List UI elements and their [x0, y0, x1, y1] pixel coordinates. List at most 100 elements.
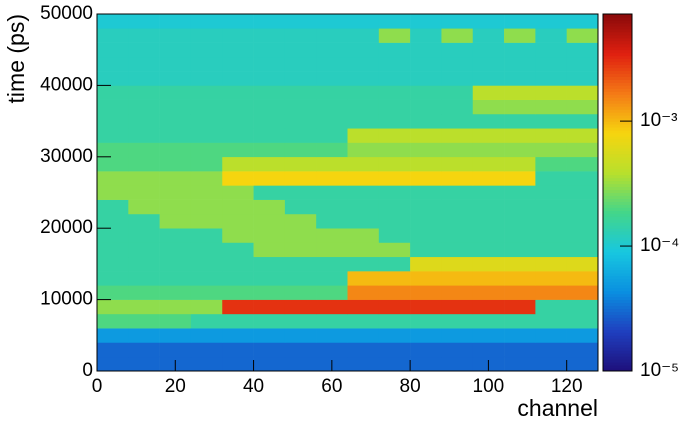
- colorbar-step: [603, 118, 632, 122]
- colorbar-step: [603, 299, 632, 304]
- heat-cell: [284, 356, 317, 372]
- heat-cell: [284, 299, 317, 315]
- colorbar-step: [603, 243, 632, 247]
- colorbar-step: [603, 329, 632, 333]
- heat-cell: [128, 56, 160, 72]
- heat-cell: [504, 342, 536, 358]
- heat-cell: [190, 213, 223, 229]
- heat-cell: [284, 71, 317, 86]
- heat-cell: [190, 313, 223, 329]
- colorbar-step: [603, 141, 632, 146]
- heat-cell: [441, 313, 474, 329]
- heat-cell: [253, 156, 286, 172]
- heat-cell: [441, 242, 474, 258]
- colorbar-frame: [602, 13, 633, 372]
- heat-cell: [535, 285, 567, 300]
- colorbar-step: [603, 28, 632, 33]
- heat-cell: [316, 14, 348, 29]
- heat-cell: [472, 313, 505, 329]
- heat-cell: [504, 199, 536, 215]
- heat-cell: [347, 28, 380, 43]
- heat-cell: [159, 71, 192, 86]
- heat-cell: [441, 71, 474, 86]
- heat-cell: [222, 228, 254, 243]
- heat-cell: [253, 99, 286, 115]
- heat-cell: [128, 256, 160, 272]
- heat-cell: [347, 156, 380, 172]
- heat-cell: [316, 113, 348, 129]
- colorbar-step: [603, 43, 632, 48]
- heat-cell: [316, 42, 348, 58]
- heat-cell: [566, 356, 599, 372]
- heat-cell: [284, 328, 317, 343]
- heat-cell: [222, 71, 254, 86]
- heat-cell: [97, 199, 129, 215]
- heat-cell: [222, 85, 254, 100]
- heat-cell: [378, 171, 411, 186]
- colorbar-step: [603, 284, 632, 289]
- heat-cell: [535, 213, 567, 229]
- heat-cell: [441, 14, 474, 29]
- heat-cell: [347, 71, 380, 86]
- heat-cell: [566, 99, 599, 115]
- heat-cell: [190, 228, 223, 243]
- heat-cell: [472, 242, 505, 258]
- heat-cell: [347, 56, 380, 72]
- heat-cell: [472, 99, 505, 115]
- heat-cell: [159, 256, 192, 272]
- heat-cell: [97, 213, 129, 229]
- heat-cell: [472, 14, 505, 29]
- colorbar-step: [603, 25, 632, 30]
- colorbar-step: [603, 156, 632, 161]
- heat-cell: [566, 85, 599, 100]
- heat-cell: [535, 271, 567, 286]
- heat-cell: [284, 156, 317, 172]
- heat-cell: [504, 313, 536, 329]
- heat-cell: [410, 99, 442, 115]
- colorbar-step: [603, 338, 632, 342]
- heat-cell: [347, 142, 380, 158]
- heat-cell: [472, 56, 505, 72]
- heat-cell: [159, 128, 192, 143]
- colorbar-step: [603, 58, 632, 63]
- heat-cell: [253, 71, 286, 86]
- heat-cell: [472, 256, 505, 272]
- heat-cell: [253, 56, 286, 72]
- heat-cell: [566, 185, 599, 200]
- colorbar-step: [603, 150, 632, 155]
- heat-cell: [222, 213, 254, 229]
- heat-cell: [504, 99, 536, 115]
- heat-cell: [441, 271, 474, 286]
- heat-cell: [128, 185, 160, 200]
- heat-cell: [128, 113, 160, 129]
- heat-cell: [253, 85, 286, 100]
- heat-cell: [253, 142, 286, 158]
- heat-cell: [410, 42, 442, 58]
- heat-cell: [347, 242, 380, 258]
- colorbar-step: [603, 112, 632, 116]
- colorbar-step: [603, 195, 632, 199]
- heat-cell: [378, 199, 411, 215]
- heat-cell: [410, 14, 442, 29]
- heat-cell: [504, 28, 536, 43]
- heat-cell: [410, 271, 442, 286]
- heat-cell: [347, 99, 380, 115]
- colorbar-step: [603, 133, 632, 137]
- colorbar-step: [603, 266, 632, 271]
- heat-cell: [284, 14, 317, 29]
- heat-cell: [284, 213, 317, 229]
- colorbar-step: [603, 240, 632, 244]
- heat-cell: [222, 299, 254, 315]
- colorbar-step: [603, 121, 632, 125]
- heat-cell: [159, 313, 192, 329]
- y-tick-label: 0: [82, 360, 93, 381]
- heat-cell: [472, 42, 505, 58]
- heat-cell: [410, 342, 442, 358]
- heat-cell: [441, 99, 474, 115]
- x-tick-label: 60: [321, 376, 342, 397]
- heat-cell: [504, 171, 536, 186]
- heat-cell: [190, 299, 223, 315]
- colorbar-step: [603, 311, 632, 315]
- colorbar-step: [603, 73, 632, 77]
